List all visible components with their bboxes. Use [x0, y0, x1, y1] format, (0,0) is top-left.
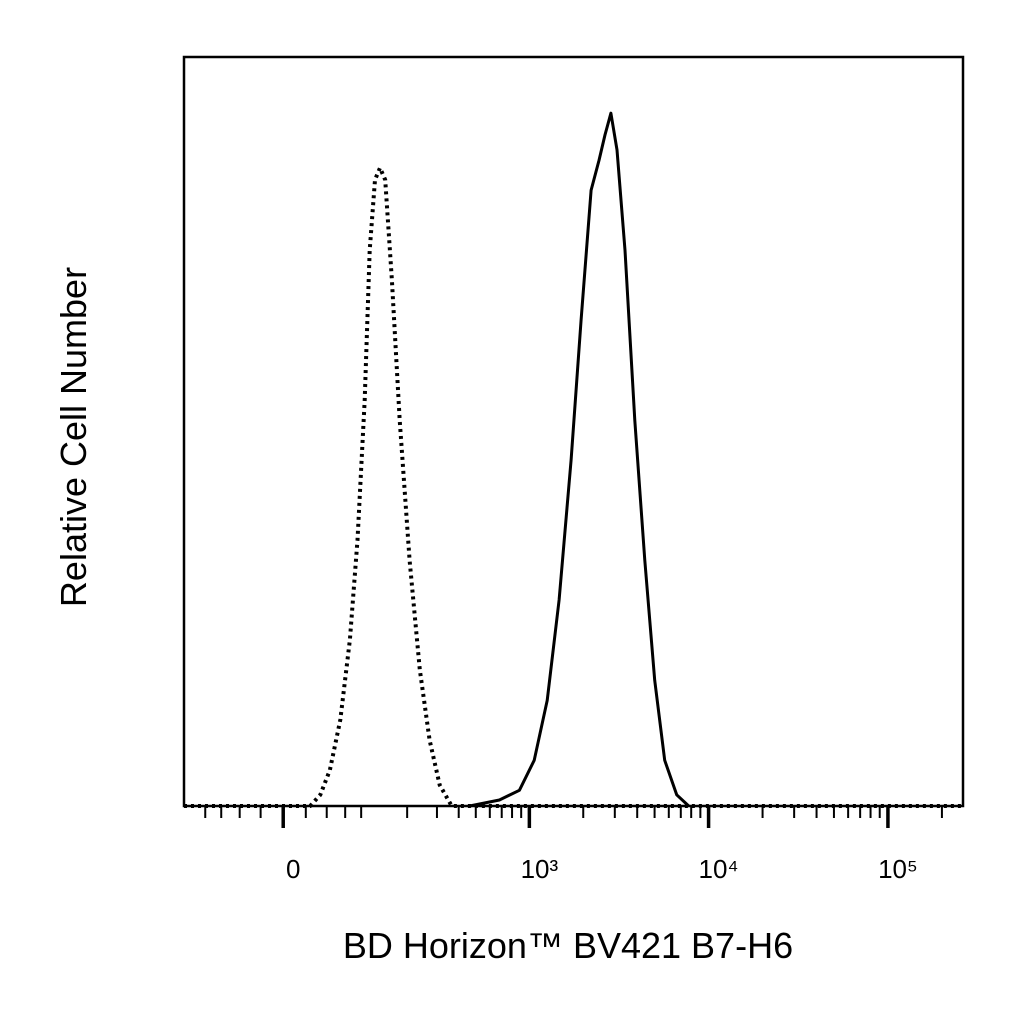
x-tick-label: 0 [286, 854, 300, 884]
y-axis-label: Relative Cell Number [53, 267, 94, 607]
x-axis-label: BD Horizon™ BV421 B7-H6 [343, 925, 793, 966]
x-tick-label: 10³ [521, 854, 559, 884]
histogram-line [184, 165, 963, 808]
histogram-line [469, 111, 690, 808]
x-tick-label: 10⁵ [878, 854, 918, 884]
x-tick-label: 10⁴ [699, 854, 739, 884]
